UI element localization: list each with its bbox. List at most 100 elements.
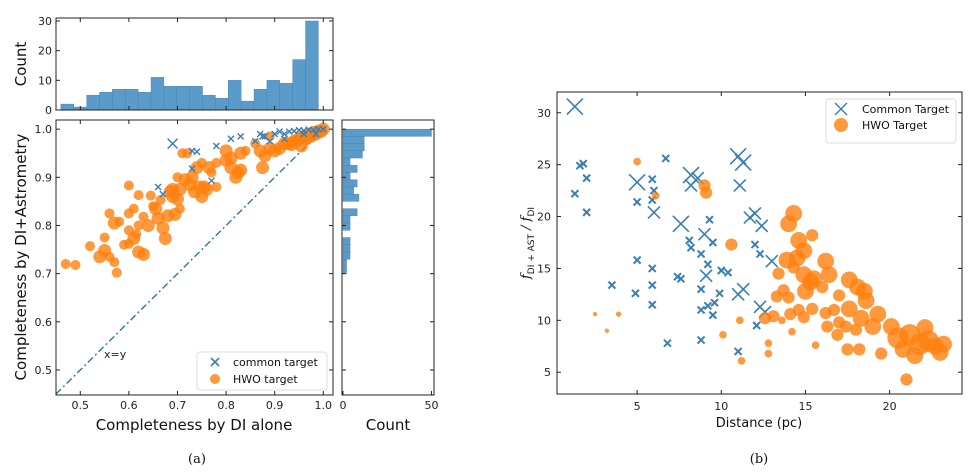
hwo-point [114, 216, 125, 227]
common-point [259, 132, 267, 140]
hwo-point [104, 208, 115, 219]
y-tick-label: 20 [537, 211, 551, 224]
hwo-point [211, 157, 222, 168]
common-point [734, 154, 752, 172]
common-point [251, 137, 259, 145]
x-tick-label: 0.8 [217, 399, 235, 412]
panel-b-ylabel: fDI + AST / fDI [519, 207, 537, 280]
right-hist-bar [342, 222, 351, 231]
x-tick-label: 5 [634, 400, 641, 413]
hwo-point [840, 300, 858, 318]
common-point [237, 132, 245, 140]
common-point [733, 347, 743, 356]
top-hist-bars [60, 20, 319, 111]
caption-a: (a) [188, 452, 206, 467]
top-hist-bar [125, 89, 139, 111]
legend-box [196, 351, 328, 391]
panel-a-marks [55, 122, 330, 395]
hwo-point [70, 259, 81, 270]
common-point [697, 227, 712, 241]
hwo-point [123, 180, 134, 191]
common-point [705, 215, 714, 224]
right-hist-bar [342, 172, 351, 180]
legend-circle-icon [210, 374, 220, 384]
right-hist-bar [342, 258, 347, 267]
common-point [750, 240, 760, 249]
x-tick-label: 0.6 [120, 399, 138, 412]
hwo-point [737, 356, 746, 365]
common-point [582, 208, 591, 217]
hwo-point [764, 339, 773, 347]
right-hist-bar [342, 179, 358, 188]
common-point [648, 300, 657, 309]
hwo-point [173, 182, 187, 196]
common-point [755, 219, 769, 233]
hwo-point [839, 320, 852, 333]
hwo-point [900, 373, 913, 386]
top-hist-bar [137, 91, 152, 111]
hwo-point [256, 161, 270, 175]
top-hist-bar [228, 80, 242, 111]
hwo-point [875, 347, 888, 360]
panel-a-xlabel: Completeness by DI alone [96, 416, 293, 434]
hwo-point [785, 205, 803, 222]
x-tick-label: 1.0 [315, 399, 333, 412]
top-hist-bar [253, 89, 268, 111]
hwo-point [906, 347, 924, 365]
panel-a-top-histogram: 0 10 20 30 Count [12, 15, 334, 117]
right-hist-bar [342, 193, 360, 202]
common-point [755, 249, 765, 259]
top-hist-bar [305, 20, 319, 111]
common-point [570, 189, 580, 198]
hwo-point [182, 148, 193, 159]
common-point [319, 125, 327, 133]
common-point [300, 130, 308, 138]
common-point [686, 243, 696, 252]
hwo-point [931, 344, 949, 361]
hwo-point [806, 229, 819, 242]
common-point [227, 135, 235, 143]
x-tick-label: 0.7 [169, 399, 187, 412]
x-tick-label: 0.5 [72, 399, 90, 412]
top-hist-ylabel: Count [12, 42, 30, 87]
hwo-point [820, 266, 838, 284]
y-tick-label: 10 [537, 314, 551, 327]
hwo-point [853, 343, 866, 356]
common-point [280, 135, 288, 143]
hwo-point [831, 328, 844, 341]
common-point [696, 335, 706, 345]
hwo-point [240, 145, 251, 156]
xy-annotation: x=y [104, 348, 127, 361]
hwo-point [141, 218, 155, 232]
hwo-point [290, 134, 304, 148]
common-point [710, 298, 719, 307]
hwo-point [651, 191, 660, 200]
common-point [717, 266, 726, 275]
panel-b-marks [566, 97, 952, 386]
panel-b-xlabel: Distance (pc) [716, 416, 803, 431]
y-tick-label: 0.9 [35, 171, 53, 184]
x-tick-label: 15 [798, 400, 812, 413]
common-point [582, 173, 591, 183]
right-hist-bar [342, 157, 351, 166]
right-hist-bar [342, 244, 351, 253]
legend-hwo: HWO target [233, 373, 298, 386]
y-tick-label: 15 [537, 262, 551, 275]
common-point [632, 197, 642, 207]
common-point [661, 154, 670, 163]
x-tick-label: 50 [424, 399, 438, 412]
right-hist-xlabel: Count [366, 416, 411, 434]
top-hist-bar [292, 59, 306, 111]
panel-a-right-histogram: 0 50 Count [340, 119, 438, 434]
common-point [684, 178, 698, 192]
hwo-point [85, 241, 96, 252]
hwo-point [772, 267, 785, 280]
y-tick-label: 1.0 [35, 123, 53, 136]
right-hist-bar [342, 237, 351, 245]
legend-common: common target [233, 356, 319, 369]
common-point [648, 264, 657, 273]
common-point [266, 137, 274, 145]
x-tick-label: 0 [340, 399, 347, 412]
y-tick-label: 10 [38, 74, 52, 87]
hwo-point [841, 343, 854, 356]
